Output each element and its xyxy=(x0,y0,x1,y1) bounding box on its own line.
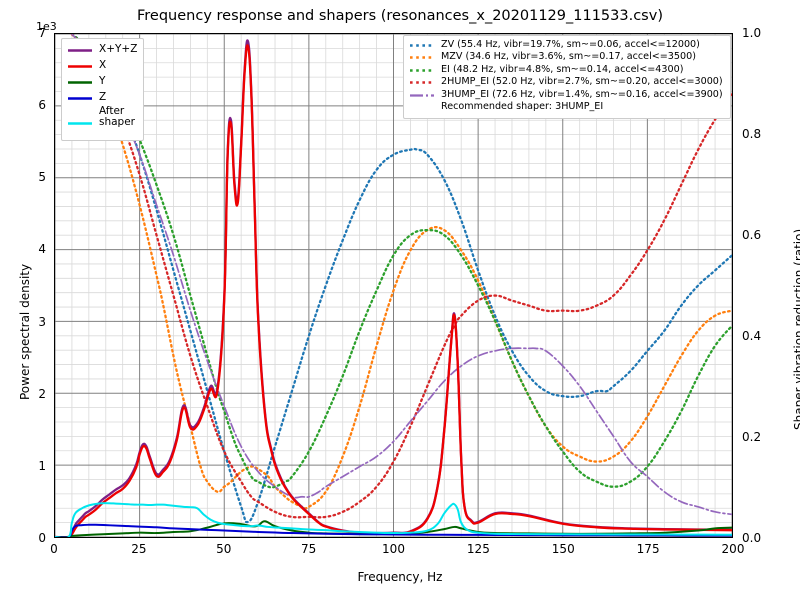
x-tick-label: 100 xyxy=(382,542,405,556)
psd-curves xyxy=(55,39,732,537)
x-tick-label: 200 xyxy=(721,542,745,556)
y-tick-label-right: 0.4 xyxy=(742,329,762,343)
y-axis-exponent-label: 1e3 xyxy=(36,20,57,33)
x-tick-label: 50 xyxy=(216,542,232,556)
psd-legend-item[interactable]: After shaper xyxy=(67,105,137,136)
legend-line-swatch-icon xyxy=(67,61,93,72)
chart-title: Frequency response and shapers (resonanc… xyxy=(137,8,663,24)
shaper-legend: ZV (55.4 Hz, vibr=19.7%, sm~=0.06, accel… xyxy=(403,35,731,119)
shaper-legend-label: 2HUMP_EI (52.0 Hz, vibr=2.7%, sm~=0.20, … xyxy=(441,76,723,88)
plot-canvas xyxy=(55,34,732,537)
x-axis-label: Frequency, Hz xyxy=(357,570,443,584)
y-tick-label-left: 4 xyxy=(38,242,46,257)
psd-legend-label: Z xyxy=(99,91,107,104)
psd-legend: X+Y+Z X Y Z After shaper xyxy=(61,38,145,141)
x-tick-label: 25 xyxy=(131,542,147,556)
y-tick-label-right: 0.2 xyxy=(742,430,762,444)
psd-legend-label: Y xyxy=(99,75,106,88)
y-axis-label-left: Power spectral density xyxy=(18,263,32,400)
legend-line-swatch-icon xyxy=(409,77,435,88)
y-tick-label-right: 0.8 xyxy=(742,127,762,141)
y-tick-label-left: 5 xyxy=(38,170,46,185)
psd-legend-item[interactable]: X xyxy=(67,58,137,74)
y-tick-label-right: 0.0 xyxy=(742,531,762,545)
x-tick-label: 175 xyxy=(636,542,660,556)
x-tick-label: 150 xyxy=(551,542,575,556)
shaper-legend-item[interactable]: EI (48.2 Hz, vibr=4.8%, sm~=0.14, accel<… xyxy=(409,64,723,76)
shaper-legend-item[interactable]: 3HUMP_EI (72.6 Hz, vibr=1.4%, sm~=0.16, … xyxy=(409,89,723,101)
legend-line-swatch-icon xyxy=(67,77,93,88)
shaper-legend-item[interactable]: MZV (34.6 Hz, vibr=3.6%, sm~=0.17, accel… xyxy=(409,51,723,63)
y-tick-label-right: 0.6 xyxy=(742,228,762,242)
legend-line-swatch-icon xyxy=(67,93,93,104)
x-tick-label: 75 xyxy=(300,542,317,556)
shaper-curves xyxy=(70,34,732,524)
y-tick-label-left: 1 xyxy=(38,458,46,473)
legend-line-swatch-icon xyxy=(409,90,435,101)
legend-line-swatch-icon xyxy=(409,40,435,51)
legend-line-swatch-icon xyxy=(409,65,435,76)
legend-line-swatch-icon xyxy=(67,118,93,129)
y-tick-label-left: 0 xyxy=(38,531,46,545)
recommended-shaper-note: Recommended shaper: 3HUMP_EI xyxy=(441,101,604,113)
y-axis-label-right: Shaper vibration reduction (ratio) xyxy=(792,228,800,430)
x-tick-label: 0 xyxy=(50,542,58,556)
y-tick-label-left: 2 xyxy=(38,386,46,401)
legend-line-swatch-icon xyxy=(409,52,435,63)
y-tick-label-left: 3 xyxy=(38,314,46,329)
psd-legend-item[interactable]: X+Y+Z xyxy=(67,42,137,58)
shaper-legend-label: ZV (55.4 Hz, vibr=19.7%, sm~=0.06, accel… xyxy=(441,39,700,50)
shaper-legend-item[interactable]: ZV (55.4 Hz, vibr=19.7%, sm~=0.06, accel… xyxy=(409,39,723,51)
x-tick-label: 125 xyxy=(466,542,490,556)
psd-legend-label: X xyxy=(99,59,107,72)
shaper-legend-label: EI (48.2 Hz, vibr=4.8%, sm~=0.14, accel<… xyxy=(441,63,684,75)
legend-line-swatch-icon xyxy=(67,45,93,56)
psd-legend-item[interactable]: Z xyxy=(67,90,137,106)
psd-legend-label: After shaper xyxy=(99,105,136,129)
psd-legend-item[interactable]: Y xyxy=(67,74,137,90)
y-tick-label-right: 1.0 xyxy=(742,26,762,40)
y-tick-label-left: 7 xyxy=(38,26,46,40)
psd-legend-label: X+Y+Z xyxy=(99,43,138,56)
y-tick-label-left: 6 xyxy=(38,98,46,113)
shaper-legend-label: 3HUMP_EI (72.6 Hz, vibr=1.4%, sm~=0.16, … xyxy=(441,88,723,100)
shaper-legend-label: MZV (34.6 Hz, vibr=3.6%, sm~=0.17, accel… xyxy=(441,51,696,63)
shaper-legend-item[interactable]: 2HUMP_EI (52.0 Hz, vibr=2.7%, sm~=0.20, … xyxy=(409,76,723,88)
